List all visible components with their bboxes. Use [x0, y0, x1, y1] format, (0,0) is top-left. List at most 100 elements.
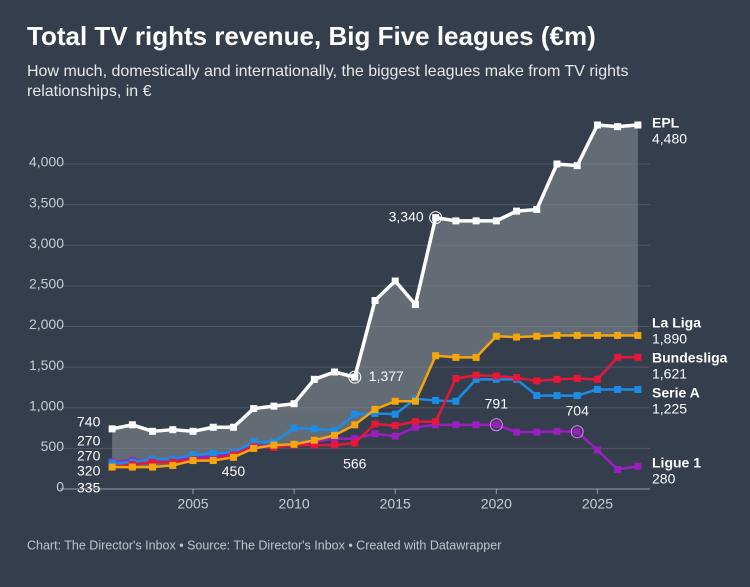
point	[452, 421, 460, 429]
point	[452, 397, 460, 405]
point	[593, 121, 601, 129]
point	[553, 392, 561, 400]
point	[331, 427, 339, 434]
point	[351, 373, 359, 381]
point	[371, 405, 379, 413]
x-tick-label: 2025	[582, 496, 613, 512]
end-label: 1,890	[652, 331, 687, 347]
x-tick-label: 2015	[380, 496, 411, 512]
point	[614, 353, 622, 361]
point	[371, 420, 379, 428]
point	[270, 441, 278, 449]
point	[452, 375, 460, 382]
point	[432, 352, 440, 360]
point	[452, 353, 460, 361]
point	[371, 430, 379, 438]
point	[391, 397, 399, 405]
y-tick-label: 2,500	[29, 276, 64, 292]
point	[351, 439, 359, 447]
source: Chart: The Director's Inbox • Source: Th…	[27, 538, 501, 552]
point	[310, 375, 318, 383]
point	[169, 461, 177, 469]
point	[533, 206, 541, 213]
annotation: 1,377	[369, 368, 404, 384]
point	[573, 392, 581, 400]
point	[634, 331, 642, 339]
point	[209, 457, 217, 465]
point	[229, 453, 237, 461]
point	[189, 427, 197, 435]
point	[189, 457, 197, 465]
annotation: 3,340	[389, 208, 424, 224]
point	[533, 428, 541, 436]
point	[250, 405, 258, 413]
point	[492, 332, 500, 340]
annotation: 704	[566, 403, 590, 419]
point	[593, 375, 601, 383]
legend-label: EPL	[652, 115, 680, 131]
point	[513, 374, 521, 382]
point	[472, 353, 480, 361]
point	[411, 397, 419, 405]
point	[573, 331, 581, 339]
annotation: 450	[222, 463, 246, 479]
point	[593, 385, 601, 393]
point	[411, 418, 419, 426]
point	[513, 428, 521, 436]
point	[472, 217, 480, 225]
start-label: 270	[77, 448, 101, 464]
point	[472, 421, 480, 429]
point	[310, 425, 318, 433]
legend-label: Bundesliga	[652, 350, 728, 366]
point	[391, 277, 399, 285]
chart-subtitle: How much, domestically and international…	[27, 63, 629, 100]
point	[290, 424, 298, 432]
point	[108, 425, 116, 433]
point	[290, 400, 298, 408]
annotation-ring	[489, 418, 503, 432]
point	[351, 410, 359, 418]
point	[472, 375, 480, 383]
point	[229, 423, 237, 431]
point	[432, 418, 440, 426]
point	[573, 428, 581, 436]
point	[391, 432, 399, 440]
end-label: 280	[652, 471, 676, 487]
point	[492, 421, 500, 429]
legend-label: Ligue 1	[652, 455, 701, 471]
point	[472, 371, 480, 379]
point	[351, 421, 359, 429]
x-tick-label: 2005	[177, 496, 208, 512]
y-tick-label: 2,000	[29, 316, 64, 332]
point	[533, 377, 541, 385]
point	[573, 162, 581, 170]
point	[209, 423, 217, 431]
point	[209, 449, 217, 457]
point	[513, 333, 521, 341]
point	[634, 385, 642, 393]
point	[533, 332, 541, 340]
point	[553, 427, 561, 435]
legend-label: Serie A	[652, 385, 700, 401]
point	[634, 462, 642, 470]
point	[573, 375, 581, 382]
point	[513, 207, 521, 215]
end-label: 1,621	[652, 366, 687, 382]
annotation-ring	[429, 211, 443, 225]
point	[432, 214, 440, 222]
point	[553, 331, 561, 339]
x-tick-label: 2020	[481, 496, 512, 512]
point	[169, 426, 177, 434]
point	[351, 435, 359, 443]
point	[614, 466, 622, 473]
point	[128, 463, 136, 471]
point	[108, 463, 116, 471]
y-tick-label: 3,500	[29, 194, 64, 210]
point	[250, 444, 258, 452]
chart-title: Total TV rights revenue, Big Five league…	[27, 21, 596, 51]
epl-area	[112, 125, 638, 468]
subtitle-box: How much, domestically and international…	[27, 63, 629, 100]
point	[331, 431, 339, 439]
y-tick-label: 1,500	[29, 357, 64, 373]
